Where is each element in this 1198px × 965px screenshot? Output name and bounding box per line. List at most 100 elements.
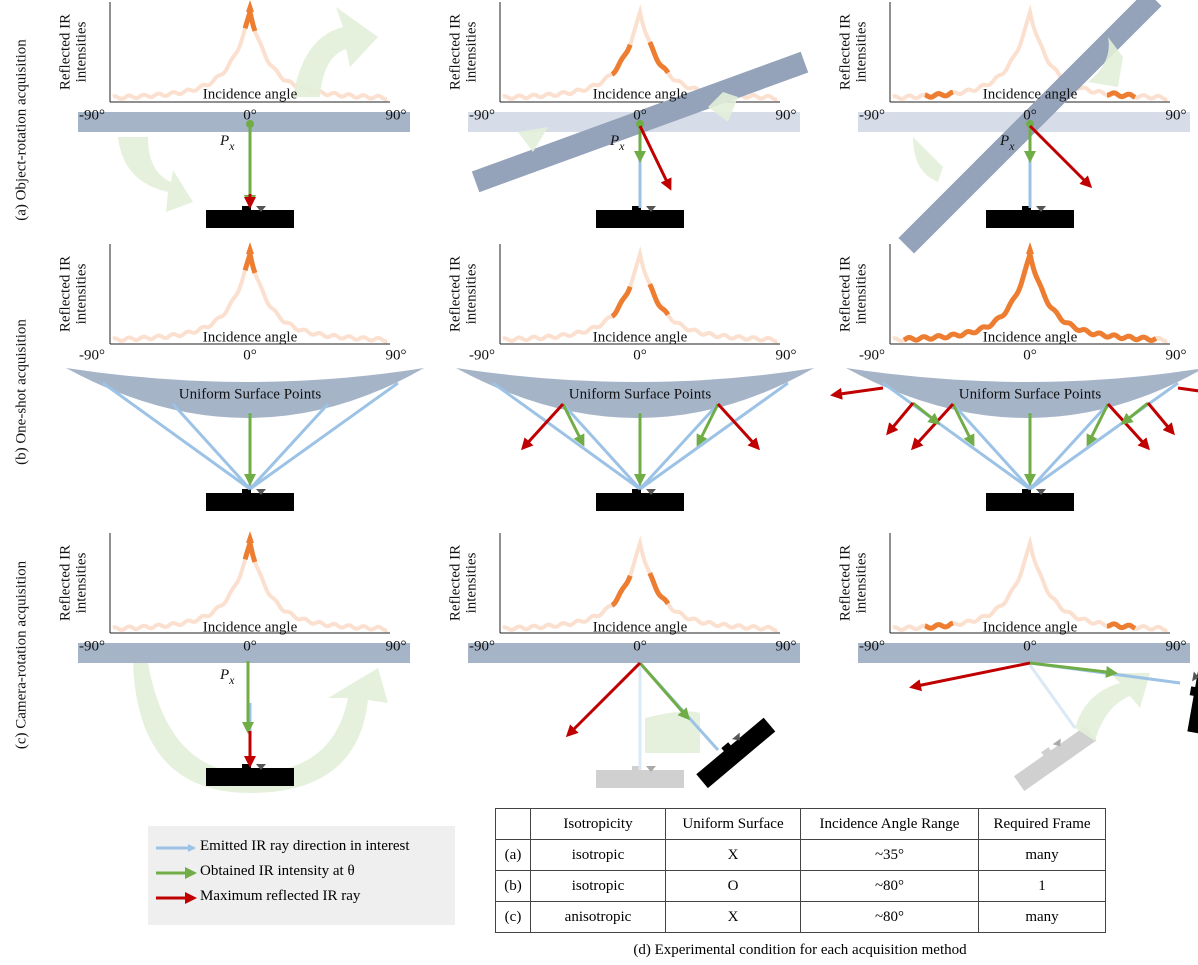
sensor-body — [206, 493, 294, 511]
y-label: Reflected IR — [57, 256, 73, 332]
x-tick-label: -90° — [79, 107, 105, 123]
measured-segment — [925, 623, 953, 628]
ray-line — [1030, 665, 1075, 728]
sensor-body — [596, 770, 684, 788]
peak-tip — [1026, 242, 1034, 254]
sensor-lens — [632, 489, 641, 494]
surface-label: Uniform Surface Points — [569, 386, 712, 402]
y-label: Reflected IR — [837, 256, 853, 332]
point-name: P — [609, 133, 619, 149]
x-label: Incidence angle — [593, 86, 688, 102]
table-cell: ~80° — [801, 902, 979, 933]
point-label: Px — [219, 133, 235, 152]
sensor — [206, 206, 294, 228]
measured-segment — [904, 254, 1156, 341]
x-tick-label: 90° — [776, 347, 797, 363]
measured-segment — [245, 254, 255, 273]
x-tick-label: -90° — [79, 347, 105, 363]
intensity-curve — [893, 254, 1167, 341]
measured-segment — [1107, 624, 1135, 629]
peak-tip — [246, 531, 254, 543]
y-label: intensities — [463, 21, 479, 82]
x-label: Incidence angle — [203, 86, 298, 102]
x-tick-label: 0° — [633, 347, 647, 363]
x-tick-label: 0° — [633, 638, 647, 654]
y-label: Reflected IR — [57, 545, 73, 621]
obtained-ray — [913, 403, 938, 423]
table-cell: ~80° — [801, 871, 979, 902]
x-tick-label: 90° — [1166, 638, 1187, 654]
x-tick-label: -90° — [469, 347, 495, 363]
x-tick-label: 90° — [386, 107, 407, 123]
legend-label: Maximum reflected IR ray — [200, 888, 360, 905]
rotation-arrow — [645, 711, 700, 753]
table-cell: Required Frame — [979, 809, 1106, 840]
y-label: Reflected IR — [837, 14, 853, 90]
measured-segment — [612, 45, 630, 75]
legend: Emitted IR ray direction in interest Obt… — [148, 826, 455, 925]
table-cell: isotropic — [531, 840, 666, 871]
x-tick-label: -90° — [469, 638, 495, 654]
point-name: P — [219, 667, 229, 683]
obtained-ray — [1030, 663, 1115, 673]
x-label: Incidence angle — [203, 329, 298, 345]
x-tick-label: -90° — [859, 107, 885, 123]
table-cell — [496, 809, 531, 840]
obtained-ray — [640, 663, 688, 718]
x-label: Incidence angle — [983, 329, 1078, 345]
x-label: Incidence angle — [983, 619, 1078, 635]
measured-segment — [245, 543, 255, 562]
measured-segment — [650, 284, 668, 315]
x-tick-label: 90° — [1166, 107, 1187, 123]
table-cell: isotropic — [531, 871, 666, 902]
x-tick-label: 0° — [1023, 638, 1037, 654]
point-subscript: x — [228, 139, 235, 153]
peak-tip — [246, 242, 254, 254]
table-cell: Uniform Surface — [666, 809, 801, 840]
point-label: Px — [219, 667, 235, 686]
surface-label: Uniform Surface Points — [959, 386, 1102, 402]
measured-segment — [612, 287, 630, 317]
intensity-curve — [893, 543, 1167, 630]
caption: (d) Experimental condition for each acqu… — [495, 942, 1105, 959]
x-tick-label: 90° — [776, 638, 797, 654]
y-label: Reflected IR — [837, 545, 853, 621]
legend-label: Obtained IR intensity at θ — [200, 863, 355, 880]
sensor — [596, 489, 684, 511]
x-label: Incidence angle — [983, 86, 1078, 102]
intensity-curve — [113, 543, 387, 630]
rotation-arrow — [118, 137, 193, 212]
point-subscript: x — [618, 139, 625, 153]
table-cell: many — [979, 902, 1106, 933]
x-tick-label: 90° — [386, 347, 407, 363]
table-cell: Incidence Angle Range — [801, 809, 979, 840]
table-cell: many — [979, 840, 1106, 871]
x-tick-label: 0° — [243, 638, 257, 654]
sensor — [986, 206, 1074, 228]
table: Isotropicity Uniform Surface Incidence A… — [495, 808, 1106, 933]
x-tick-label: -90° — [79, 638, 105, 654]
y-label: intensities — [73, 21, 89, 82]
y-label: Reflected IR — [57, 14, 73, 90]
x-tick-label: -90° — [859, 638, 885, 654]
measured-segment — [245, 12, 255, 31]
surface-label: Uniform Surface Points — [179, 386, 322, 402]
y-label: Reflected IR — [447, 14, 463, 90]
sensor-body — [986, 210, 1074, 228]
peak-tip — [246, 0, 254, 12]
obtained-ray — [1123, 403, 1148, 423]
y-label: intensities — [853, 21, 869, 82]
row-label: (a) Object-rotation acquisition — [13, 39, 29, 221]
sensor — [206, 764, 294, 786]
table-cell: (c) — [496, 902, 531, 933]
measured-segment — [612, 576, 630, 606]
measured-segment — [1107, 93, 1135, 98]
sensor — [596, 206, 684, 228]
sensor-lens — [242, 206, 251, 211]
measured-segment — [650, 573, 668, 604]
measured-segment — [650, 42, 668, 73]
reflected-ray — [833, 388, 883, 395]
reflected-ray — [568, 663, 640, 735]
x-label: Incidence angle — [203, 619, 298, 635]
table-cell: Isotropicity — [531, 809, 666, 840]
